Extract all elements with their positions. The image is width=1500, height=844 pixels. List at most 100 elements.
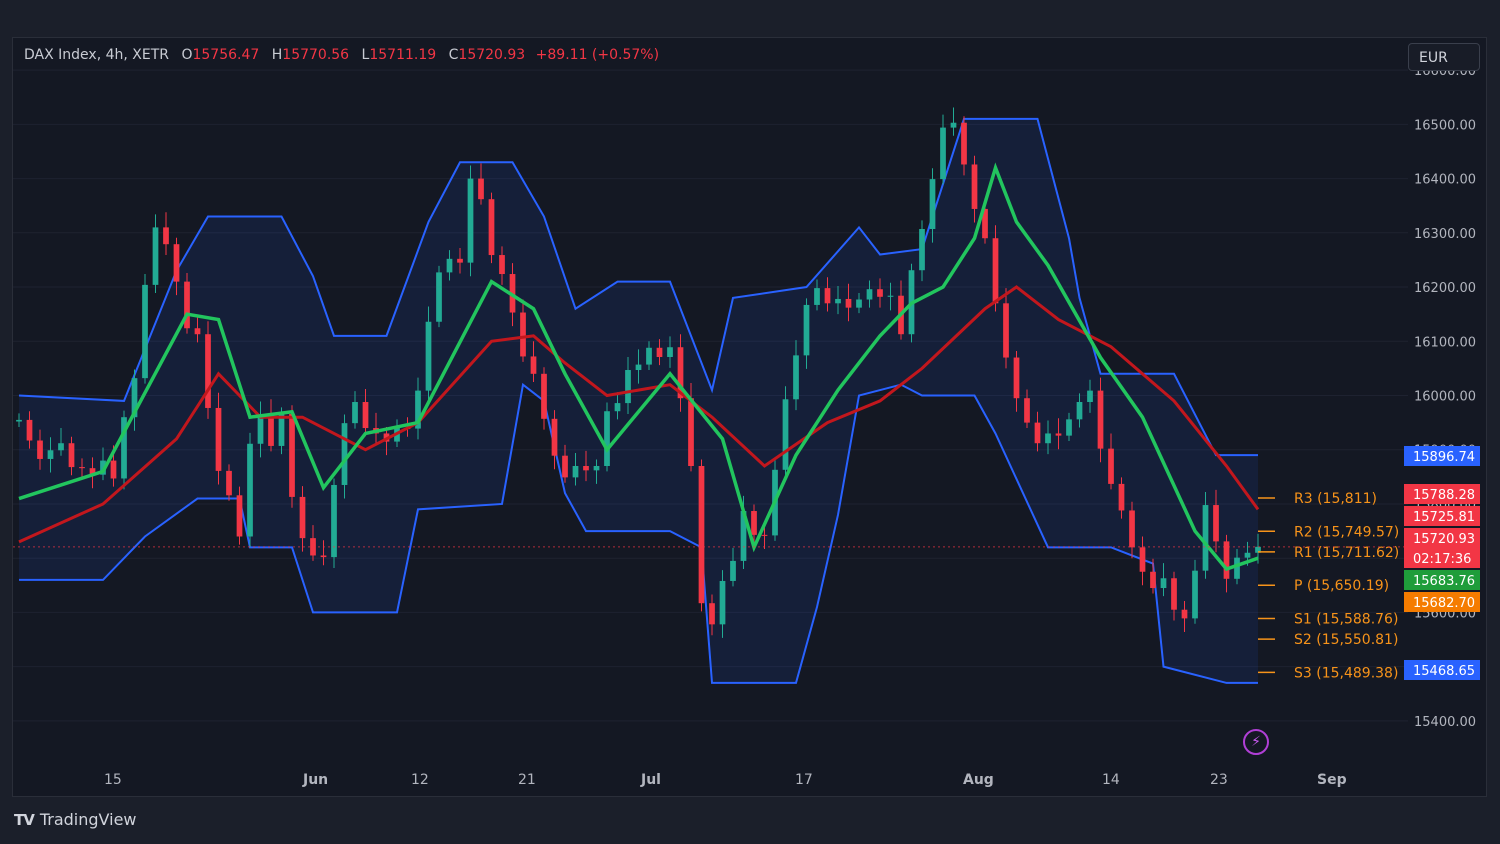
pivot-label: R3 (15,811)	[1294, 491, 1377, 507]
candle-body	[289, 413, 295, 497]
candle-body	[887, 295, 894, 297]
candle-body	[1024, 398, 1030, 423]
x-tick-label: 14	[1102, 772, 1120, 788]
candle-body	[1244, 552, 1251, 558]
price-tag-label: 02:17:36	[1413, 552, 1471, 567]
candle-body	[614, 403, 621, 412]
candle-body	[635, 364, 642, 371]
candle-body	[793, 355, 799, 400]
tradingview-brand[interactable]: TV TradingView	[14, 810, 137, 829]
x-tick-label: Aug	[963, 772, 994, 788]
y-tick-label: 16000.00	[1414, 390, 1476, 405]
candle-body	[656, 347, 663, 357]
candle-body	[709, 603, 715, 625]
candle-body	[194, 328, 201, 335]
candle-body	[425, 321, 432, 391]
open-key: O	[181, 47, 193, 63]
candle-body	[551, 418, 558, 456]
candle-body	[856, 299, 862, 308]
candle-body	[226, 470, 232, 496]
y-tick-label: 16500.00	[1414, 118, 1476, 133]
x-tick-label: Jul	[640, 772, 661, 788]
x-tick-label: 12	[411, 772, 429, 788]
candle-body	[268, 414, 274, 446]
candle-body	[1076, 402, 1083, 420]
candle-body	[950, 122, 957, 128]
brand-label: TradingView	[39, 810, 137, 829]
candle-body	[247, 443, 253, 537]
candle-body	[299, 496, 306, 539]
candle-body	[929, 179, 936, 230]
x-tick-label: 21	[518, 772, 536, 788]
candle-body	[1181, 609, 1188, 619]
candle-body	[37, 440, 43, 459]
candle-body	[593, 466, 600, 471]
candle-body	[278, 413, 285, 446]
ema-fast-line	[18, 162, 1259, 572]
price-tag	[1404, 484, 1480, 504]
candle-body	[1045, 433, 1051, 444]
candle-body	[625, 370, 631, 404]
candle-body	[341, 423, 348, 485]
candle-body	[68, 443, 75, 468]
candle-body	[782, 399, 789, 470]
candle-body	[740, 511, 747, 561]
candle-body	[79, 467, 85, 469]
candle-body	[1097, 390, 1104, 449]
candle-body	[142, 284, 148, 379]
candle-body	[562, 455, 568, 478]
candle-body	[604, 411, 610, 466]
candle-body	[541, 373, 547, 419]
candle-body	[26, 419, 33, 441]
candle-body	[1013, 357, 1020, 399]
candle-body	[730, 560, 736, 581]
candle-body	[436, 272, 442, 322]
y-tick-label: 16400.00	[1414, 173, 1476, 188]
candle-body	[173, 244, 180, 282]
candle-body	[1139, 547, 1146, 572]
channel-band	[19, 118, 1258, 683]
pivot-label: S1 (15,588.76)	[1294, 612, 1398, 628]
price-tag-label: 15725.81	[1413, 510, 1475, 525]
price-tag	[1404, 446, 1480, 466]
candle-body	[971, 164, 978, 209]
candle-body	[919, 229, 925, 271]
x-tick-label: Jun	[302, 772, 328, 788]
candle-body	[992, 238, 999, 304]
candle-body	[499, 255, 505, 275]
candle-body	[845, 298, 852, 308]
candle-body	[1160, 578, 1167, 589]
candle-body	[1171, 578, 1177, 610]
lightning-icon[interactable]: ⚡	[1243, 729, 1269, 755]
close-value: 15720.93	[458, 47, 526, 63]
x-tick-label: 17	[795, 772, 813, 788]
symbol-label[interactable]: DAX Index, 4h, XETR	[24, 47, 169, 63]
candle-body	[530, 356, 537, 374]
price-chart[interactable]: R3 (15,811) R2 (15,749.57) R1 (15,711.62) P…	[13, 38, 1486, 796]
candle-body	[257, 414, 264, 444]
candle-body	[1192, 570, 1198, 619]
candle-body	[457, 258, 463, 263]
pivot-label: R2 (15,749.57)	[1294, 524, 1399, 540]
candle-body	[415, 390, 421, 429]
high-key: H	[271, 47, 283, 63]
candle-body	[320, 555, 327, 558]
y-tick-label: 16300.00	[1414, 227, 1476, 242]
price-tag-label: 15468.65	[1413, 664, 1475, 679]
currency-button[interactable]: EUR	[1408, 43, 1480, 71]
candle-body	[1223, 541, 1230, 579]
candle-body	[121, 417, 127, 479]
candle-body	[1108, 448, 1114, 484]
candle-body	[761, 534, 768, 536]
x-tick-label: 15	[104, 772, 122, 788]
candle-body	[352, 402, 358, 424]
price-tag-label: 15683.76	[1413, 574, 1475, 589]
pivot-label: S2 (15,550.81)	[1294, 632, 1398, 648]
candle-body	[488, 199, 495, 256]
candle-body	[877, 289, 883, 297]
candle-body	[835, 298, 841, 304]
candle-body	[961, 122, 967, 165]
price-tag	[1404, 528, 1480, 548]
candle-body	[719, 580, 726, 625]
candle-body	[100, 460, 106, 475]
